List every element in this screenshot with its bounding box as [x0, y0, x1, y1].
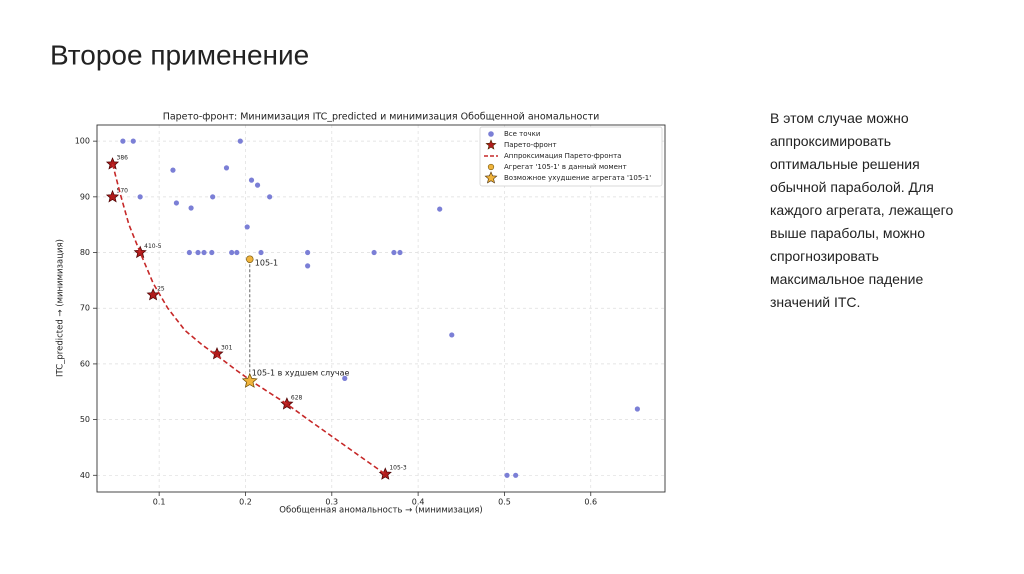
point	[234, 249, 240, 256]
point	[437, 206, 443, 212]
x-tick-label: 0.2	[239, 498, 252, 507]
point	[210, 194, 216, 200]
point-label: 386	[117, 154, 129, 161]
chart-title: Парето-фронт: Минимизация ITC_predicted …	[163, 112, 600, 123]
point	[229, 249, 235, 256]
y-tick-label: 80	[80, 248, 90, 257]
point	[173, 200, 180, 206]
x-tick-label: 0.6	[584, 498, 597, 507]
point	[267, 194, 273, 200]
x-tick-label: 0.5	[498, 498, 511, 507]
point	[248, 177, 255, 183]
y-tick-label: 100	[75, 137, 90, 146]
x-tick-label: 0.4	[412, 498, 425, 507]
legend-label: Парето-фронт	[504, 141, 557, 149]
point	[186, 249, 192, 256]
point	[258, 249, 264, 256]
y-tick-label: 70	[80, 304, 90, 313]
point	[170, 167, 176, 173]
point-label: 410-5	[144, 243, 162, 250]
point-label: 105-1 в худшем случае	[252, 369, 350, 378]
legend-swatch	[487, 163, 495, 171]
point	[188, 205, 194, 211]
legend-label: Все точки	[504, 130, 540, 138]
point-label: 25	[157, 285, 165, 292]
point	[504, 472, 510, 478]
body-text: В этом случае можно аппроксимировать опт…	[770, 110, 954, 310]
point	[305, 263, 311, 269]
x-tick-label: 0.3	[325, 498, 338, 507]
legend-label: Аппроксимация Парето-фронта	[504, 152, 621, 160]
point	[223, 165, 230, 171]
point	[246, 255, 254, 263]
point	[237, 138, 243, 144]
point	[244, 224, 250, 230]
slide-title: Второе применение	[50, 39, 309, 70]
point	[120, 138, 126, 144]
y-axis-label: ITC_predicted → (минимизация)	[56, 239, 66, 377]
point	[137, 194, 143, 200]
point	[201, 249, 207, 256]
star-marker	[241, 372, 258, 388]
star-marker	[146, 287, 160, 301]
point	[634, 406, 640, 412]
star-marker	[378, 467, 392, 480]
point-label: 301	[221, 344, 233, 351]
legend-swatch	[485, 139, 497, 150]
legend-label: Возможное ухудшение агрегата '105-1'	[504, 174, 651, 182]
point	[305, 249, 311, 256]
point	[449, 332, 455, 338]
point	[371, 249, 377, 256]
point-label: 105-3	[389, 465, 407, 472]
legend-swatch	[484, 171, 498, 184]
point	[195, 249, 201, 256]
y-tick-label: 40	[80, 471, 90, 480]
point-label: 105-1	[255, 259, 278, 268]
point-label: 570	[117, 187, 129, 194]
plot-frame	[96, 124, 666, 493]
point	[130, 138, 136, 144]
point	[397, 249, 403, 256]
y-tick-label: 90	[80, 192, 90, 201]
point	[391, 249, 397, 256]
y-tick-label: 60	[80, 359, 90, 368]
x-axis-label: Обобщенная аномальность → (минимизация)	[279, 506, 482, 516]
point	[254, 182, 261, 188]
point	[209, 249, 215, 256]
legend-label: Агрегат '105-1' в данный момент	[504, 163, 627, 171]
y-tick-label: 50	[80, 415, 90, 424]
legend-box	[479, 126, 663, 187]
approximation-line	[111, 163, 386, 475]
point	[513, 472, 519, 478]
star-marker	[105, 189, 120, 203]
x-tick-label: 0.1	[153, 498, 166, 507]
point	[342, 375, 348, 381]
legend-swatch	[488, 131, 494, 137]
point-label: 628	[291, 395, 303, 402]
